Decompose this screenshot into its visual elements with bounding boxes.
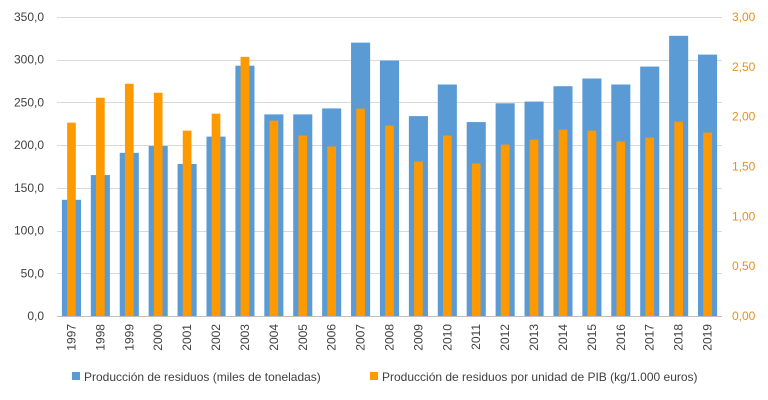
x-tick-label-2002: 2002: [209, 324, 223, 351]
bar-gdp-2014: [558, 129, 568, 316]
x-tick-label-2006: 2006: [325, 324, 339, 351]
x-tick-label-2017: 2017: [643, 324, 657, 351]
x-tick-label-2019: 2019: [701, 324, 715, 351]
y-left-tick-label: 100,0: [14, 224, 44, 238]
y-left-tick-label: 50,0: [21, 266, 45, 280]
bar-gdp-2003: [240, 56, 250, 316]
y-right-tick-label: 2,50: [732, 60, 756, 74]
bar-gdp-2004: [269, 120, 279, 316]
legend-swatch-waste-production: [72, 372, 80, 380]
y-right-tick-label: 1,50: [732, 160, 756, 174]
y-right-tick-label: 2,00: [732, 110, 756, 124]
bar-gdp-1998: [96, 97, 105, 316]
x-tick-label-2012: 2012: [498, 324, 512, 351]
bar-gdp-2000: [153, 92, 163, 316]
x-tick-label-2007: 2007: [354, 324, 368, 351]
legend-label-waste-production: Producción de residuos (miles de tonelad…: [84, 370, 321, 384]
x-tick-label-2015: 2015: [585, 324, 599, 351]
x-tick-label-2016: 2016: [614, 324, 628, 351]
y-right-tick-label: 0,00: [732, 309, 756, 323]
bar-gdp-1997: [67, 122, 76, 316]
legend: Producción de residuos (miles de tonelad…: [72, 370, 698, 384]
x-tick-label-2013: 2013: [527, 324, 541, 351]
x-tick-label-2018: 2018: [672, 324, 686, 351]
x-tick-label-2010: 2010: [440, 324, 454, 351]
axes: 0,0 50,0 100,0 150,0 200,0 250,0 300,0 350,0 0,0…: [14, 10, 756, 351]
bar-gdp-2018: [674, 121, 683, 317]
x-tick-label-2005: 2005: [296, 324, 310, 351]
bar-gdp-2017: [645, 137, 655, 316]
y-left-tick-label: 0,0: [27, 309, 44, 323]
x-tick-label-2014: 2014: [556, 324, 570, 351]
x-tick-label-2000: 2000: [151, 324, 165, 351]
y-left-tick-label: 150,0: [14, 181, 44, 195]
legend-swatch-waste-per-gdp: [370, 372, 378, 380]
y-right-tick-label: 1,00: [732, 209, 756, 223]
bar-gdp-2001: [182, 130, 192, 316]
y-left-tick-label: 200,0: [14, 138, 44, 152]
bar-gdp-2011: [471, 163, 481, 316]
x-tick-label-1998: 1998: [93, 324, 107, 351]
legend-label-waste-per-gdp: Producción de residuos por unidad de PIB…: [382, 370, 698, 384]
bar-gdp-2016: [616, 141, 626, 316]
bar-gdp-2002: [211, 113, 221, 316]
bar-gdp-1999: [124, 83, 134, 316]
bars: [61, 35, 718, 317]
x-tick-label-1997: 1997: [64, 324, 78, 351]
bar-gdp-2008: [385, 125, 394, 317]
x-tick-label-1999: 1999: [122, 324, 136, 351]
x-tick-label-2001: 2001: [180, 324, 194, 351]
y-left-tick-label: 250,0: [14, 95, 44, 109]
bar-gdp-2005: [298, 135, 308, 316]
y-right-tick-label: 0,50: [732, 259, 756, 273]
x-tick-label-2009: 2009: [411, 324, 425, 351]
y-left-tick-label: 350,0: [14, 10, 44, 24]
bar-gdp-2007: [356, 108, 365, 317]
bar-gdp-2006: [327, 146, 337, 316]
bar-gdp-2013: [529, 139, 539, 316]
bar-gdp-2015: [587, 130, 597, 316]
bar-gdp-2009: [414, 161, 423, 316]
bar-gdp-2010: [442, 135, 452, 316]
x-tick-label-2011: 2011: [469, 324, 483, 350]
y-right-tick-label: 3,00: [732, 10, 756, 24]
x-tick-label-2003: 2003: [238, 324, 252, 351]
x-tick-label-2004: 2004: [267, 324, 281, 351]
y-left-tick-label: 300,0: [14, 53, 44, 67]
bar-gdp-2012: [500, 144, 510, 316]
bar-gdp-2019: [703, 132, 712, 316]
x-tick-label-2008: 2008: [383, 324, 397, 351]
